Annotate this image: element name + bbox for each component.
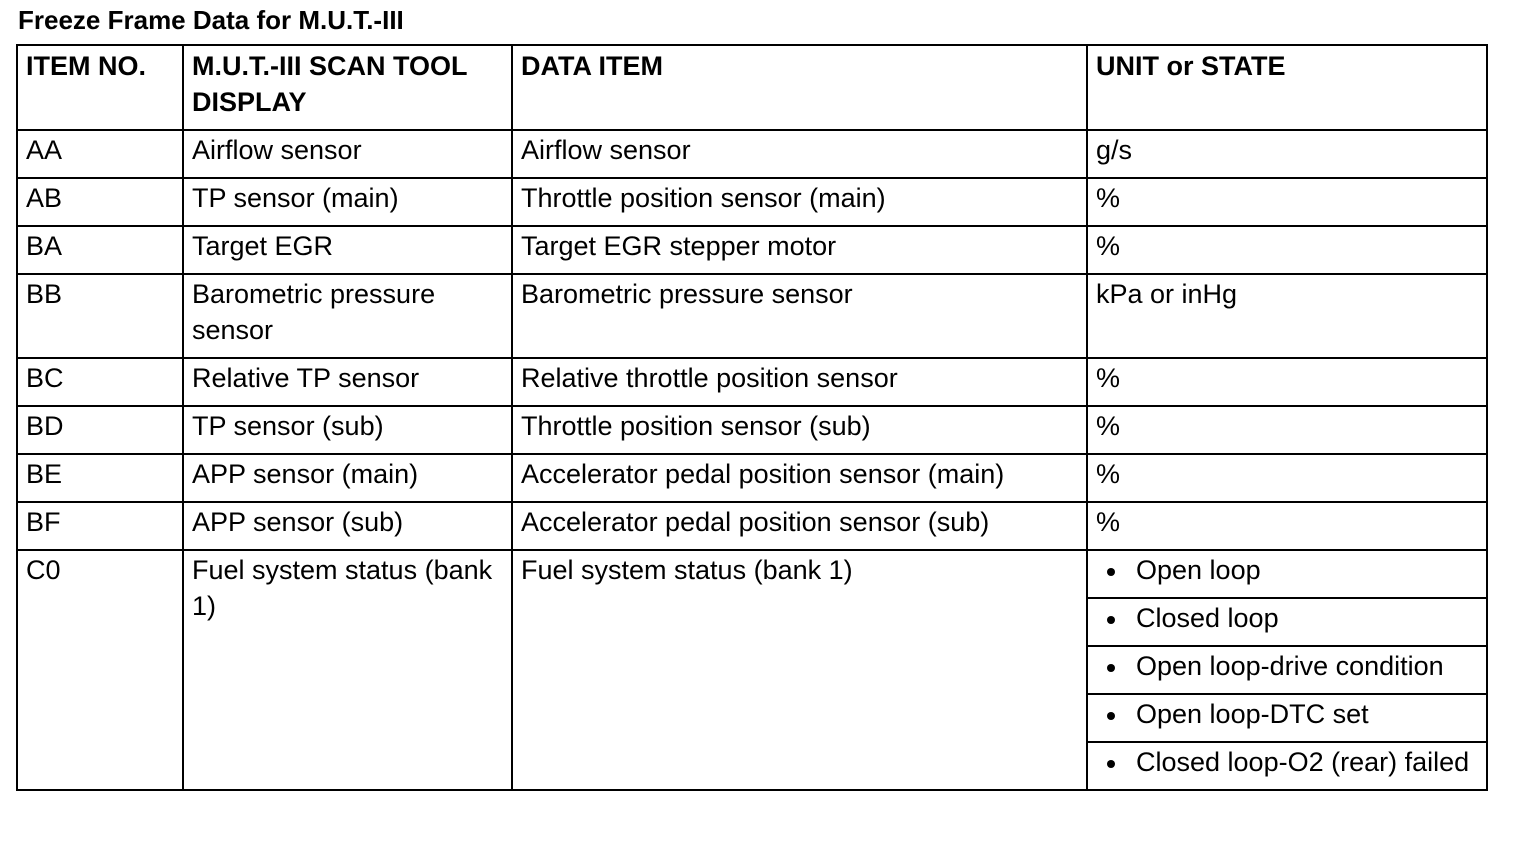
table-row: BC Relative TP sensor Relative throttle … <box>16 357 1488 407</box>
unit-cell: % <box>1086 357 1488 407</box>
table-row: BE APP sensor (main) Accelerator pedal p… <box>16 453 1488 503</box>
data-item-cell: Airflow sensor <box>511 129 1088 179</box>
table-row: BA Target EGR Target EGR stepper motor % <box>16 225 1488 275</box>
header-data-item: DATA ITEM <box>511 44 1088 131</box>
state-label: Open loop-drive condition <box>1136 651 1444 681</box>
page-title: Freeze Frame Data for M.U.T.-III <box>18 5 404 35</box>
item-no-cell: BB <box>16 273 184 359</box>
table-row-fuel-status: Closed loop <box>17 597 1488 647</box>
item-no-cell: C0 <box>16 549 184 791</box>
bullet-icon <box>1107 712 1115 720</box>
item-no-cell: BD <box>16 405 184 455</box>
table-row-fuel-status: Open loop-DTC set <box>17 693 1488 743</box>
unit-cell: % <box>1086 501 1488 551</box>
display-cell: Relative TP sensor <box>182 357 513 407</box>
item-no-cell: BA <box>16 225 184 275</box>
header-scan-tool-display: M.U.T.-III SCAN TOOL DISPLAY <box>182 44 513 131</box>
display-cell: Target EGR <box>182 225 513 275</box>
item-no-cell: AA <box>16 129 184 179</box>
display-cell: Barometric pressure sensor <box>182 273 513 359</box>
state-label: Closed loop <box>1136 603 1279 633</box>
table-row: BB Barometric pressure sensor Barometric… <box>16 273 1488 359</box>
bullet-icon <box>1107 664 1115 672</box>
data-item-cell: Barometric pressure sensor <box>511 273 1088 359</box>
display-cell: TP sensor (sub) <box>182 405 513 455</box>
state-cell: Open loop-drive condition <box>1086 645 1488 695</box>
display-cell: APP sensor (main) <box>182 453 513 503</box>
state-label: Closed loop-O2 (rear) failed <box>1136 747 1470 777</box>
table-row: AB TP sensor (main) Throttle position se… <box>16 177 1488 227</box>
state-cell: Open loop <box>1086 549 1488 599</box>
data-item-cell: Relative throttle position sensor <box>511 357 1088 407</box>
unit-cell: % <box>1086 405 1488 455</box>
state-cell: Closed loop <box>1086 597 1488 647</box>
table-row-fuel-status: Open loop-drive condition <box>17 645 1488 695</box>
table-row-fuel-status: C0 Fuel system status (bank 1) Fuel syst… <box>16 549 1488 791</box>
bullet-icon <box>1107 568 1115 576</box>
state-cell: Open loop-DTC set <box>1086 693 1488 743</box>
item-no-cell: AB <box>16 177 184 227</box>
data-item-cell: Fuel system status (bank 1) <box>511 549 1088 791</box>
header-item-no: ITEM NO. <box>16 44 184 131</box>
table-row: BF APP sensor (sub) Accelerator pedal po… <box>16 501 1488 551</box>
table-row-fuel-status: Closed loop-O2 (rear) failed <box>17 741 1488 791</box>
unit-cell: % <box>1086 177 1488 227</box>
state-cell: Closed loop-O2 (rear) failed <box>1086 741 1488 791</box>
state-label: Open loop <box>1136 555 1261 585</box>
unit-cell: g/s <box>1086 129 1488 179</box>
table-row: AA Airflow sensor Airflow sensor g/s <box>16 129 1488 179</box>
item-no-cell: BF <box>16 501 184 551</box>
table-header-row: ITEM NO. M.U.T.-III SCAN TOOL DISPLAY DA… <box>16 44 1488 131</box>
bullet-icon <box>1107 616 1115 624</box>
bullet-icon <box>1107 760 1115 768</box>
state-label: Open loop-DTC set <box>1136 699 1369 729</box>
header-unit-or-state: UNIT or STATE <box>1086 44 1488 131</box>
data-item-cell: Throttle position sensor (sub) <box>511 405 1088 455</box>
display-cell: Fuel system status (bank 1) <box>182 549 513 791</box>
table-row: BD TP sensor (sub) Throttle position sen… <box>16 405 1488 455</box>
freeze-frame-table: ITEM NO. M.U.T.-III SCAN TOOL DISPLAY DA… <box>16 44 1488 791</box>
display-cell: TP sensor (main) <box>182 177 513 227</box>
display-cell: APP sensor (sub) <box>182 501 513 551</box>
data-item-cell: Throttle position sensor (main) <box>511 177 1088 227</box>
data-item-cell: Target EGR stepper motor <box>511 225 1088 275</box>
unit-cell: kPa or inHg <box>1086 273 1488 359</box>
data-item-cell: Accelerator pedal position sensor (sub) <box>511 501 1088 551</box>
unit-cell: % <box>1086 225 1488 275</box>
item-no-cell: BE <box>16 453 184 503</box>
item-no-cell: BC <box>16 357 184 407</box>
display-cell: Airflow sensor <box>182 129 513 179</box>
data-item-cell: Accelerator pedal position sensor (main) <box>511 453 1088 503</box>
unit-cell: % <box>1086 453 1488 503</box>
